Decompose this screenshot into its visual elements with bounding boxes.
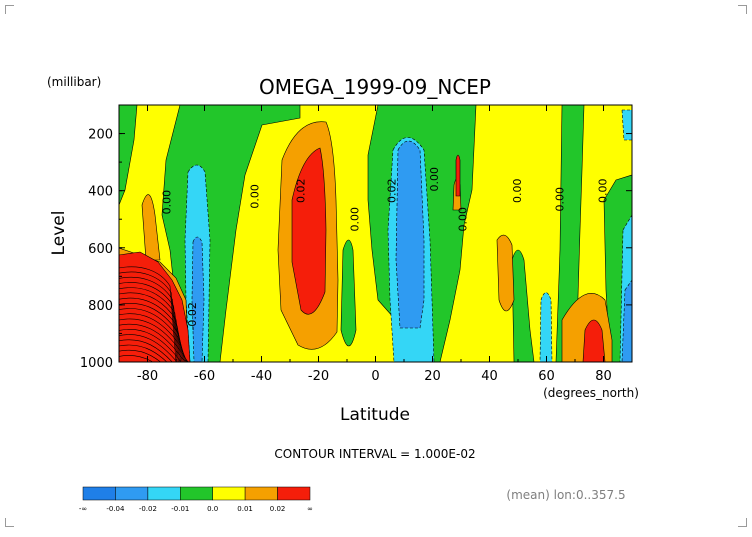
dense-contour-line: [119, 292, 183, 362]
colorbar-swatch: [277, 486, 311, 501]
x-axis-label: Latitude: [340, 405, 410, 425]
cyan-region: [539, 292, 553, 362]
dense-contour-line: [119, 266, 177, 362]
colorbar-label: -0.02: [139, 505, 157, 513]
mean-longitude-text: (mean) lon:0..357.5: [506, 488, 625, 502]
blue-region: [621, 279, 632, 362]
x-tick-label: 40: [481, 369, 498, 384]
contour-label: 0.00: [160, 190, 173, 215]
y-tick-label: 800: [88, 299, 113, 314]
green-region: [119, 105, 138, 206]
colorbar-swatch: [82, 486, 116, 501]
dense-contour-line: [119, 308, 186, 362]
x-tick-label: -20: [308, 369, 329, 384]
contour-label: 0.00: [249, 184, 262, 209]
dense-contour-line: [119, 303, 185, 362]
dense-contour-line: [119, 344, 194, 362]
blue-region: [191, 236, 205, 362]
dense-contour-line: [119, 339, 193, 362]
y-axis-label: Level: [49, 211, 69, 256]
green-region: [511, 249, 535, 362]
contour-field: 0.00 0.00 0.02 0.00 0.02 0.00 0.00 0.00 0.00 0.00…: [119, 105, 632, 362]
colorbar-swatch: [180, 486, 213, 501]
colorbar-label: -0.04: [106, 505, 125, 513]
y-tick-label: 400: [88, 185, 113, 200]
dense-contour-line: [119, 313, 188, 362]
red-region: [582, 319, 606, 362]
colorbar-label: ∞: [307, 505, 313, 513]
dense-contour-line: [119, 334, 192, 362]
dense-contour-line: [119, 271, 178, 362]
colorbar-label: 0.02: [270, 505, 286, 513]
y-tick-label: 1000: [80, 356, 113, 371]
colorbar-label: -∞: [79, 505, 87, 513]
colorbar-label: -0.01: [171, 505, 189, 513]
contour-label: 0.00: [596, 178, 609, 203]
contour-label: 0.02: [294, 178, 307, 203]
dense-contour-line: [119, 355, 197, 362]
blue-region: [395, 140, 425, 329]
red-region: [119, 251, 191, 362]
x-axis: -80 -60 -40 -20 0 20 40 60 80: [118, 105, 633, 384]
contour-label: 0.00: [428, 167, 441, 192]
contour-label: 0.00: [511, 178, 524, 203]
dense-contour-lines: [119, 266, 197, 362]
colorbar-swatch: [147, 486, 181, 501]
chart-title: OMEGA_1999-09_NCEP: [259, 75, 491, 99]
red-region: [455, 154, 461, 197]
dense-contour-line: [119, 349, 196, 362]
x-tick-label: 20: [424, 369, 441, 384]
cyan-region: [621, 109, 632, 141]
y-axis: 200 400 600 800 1000: [80, 104, 632, 371]
green-region: [555, 105, 585, 362]
red-region: [291, 147, 327, 315]
x-tick-label: 80: [595, 369, 612, 384]
colorbar-label: 0.0: [207, 505, 218, 513]
x-tick-label: -80: [137, 369, 158, 384]
contour-labels-group: 0.00 0.00 0.02 0.00 0.02 0.00 0.00 0.00 0.00 0.00…: [160, 167, 609, 331]
green-region: [340, 239, 357, 347]
dense-contour-line: [119, 297, 184, 362]
x-tick-label: -60: [194, 369, 215, 384]
dense-contour-line: [119, 329, 191, 362]
x-tick-label: 0: [371, 369, 379, 384]
orange-region: [141, 194, 161, 261]
contour-interval-text: CONTOUR INTERVAL = 1.000E-02: [274, 447, 475, 461]
contour-label: 0.00: [457, 207, 470, 232]
colorbar-label: 0.01: [237, 505, 253, 513]
y-tick-label: 600: [88, 242, 113, 257]
orange-region: [496, 234, 515, 312]
corner-mark-bottom-right: [738, 518, 747, 527]
dense-contour-line: [119, 276, 179, 362]
contour-label: -0.02: [186, 302, 199, 330]
dense-contour-line: [119, 282, 180, 362]
contour-label: 0.00: [348, 207, 361, 232]
dense-contour-line: [119, 323, 190, 362]
corner-mark-top-left: [5, 5, 14, 14]
colorbar-swatch: [212, 486, 246, 501]
contour-label: 0.00: [554, 187, 567, 212]
colorbar: -∞ -0.04 -0.02 -0.01 0.0 0.01 0.02 ∞: [79, 486, 313, 513]
dense-contour-line: [119, 318, 189, 362]
x-units-label: (degrees_north): [543, 386, 639, 400]
contour-label: 0.02: [385, 178, 398, 203]
y-units-label: (millibar): [47, 75, 101, 89]
corner-mark-bottom-left: [5, 518, 14, 527]
colorbar-swatch: [115, 486, 149, 501]
corner-mark-top-right: [738, 5, 747, 14]
x-tick-label: -40: [251, 369, 272, 384]
dense-contour-line: [119, 287, 182, 362]
y-tick-label: 200: [88, 128, 113, 143]
colorbar-swatch: [244, 486, 278, 501]
x-tick-label: 60: [538, 369, 555, 384]
